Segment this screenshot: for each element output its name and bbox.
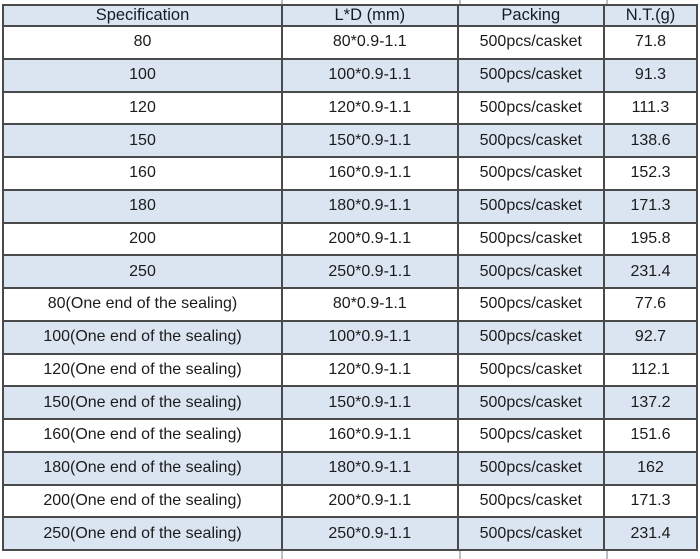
cell-ld: 160*0.9-1.1 (280, 418, 459, 453)
cell-spec: 200 (2, 221, 283, 257)
cell-spec: 100(One end of the sealing) (2, 319, 283, 355)
cell-packing: 500pcs/casket (456, 516, 605, 551)
cell-packing: 500pcs/casket (456, 450, 605, 486)
cell-packing: 500pcs/casket (456, 254, 605, 289)
table-row: 180 180*0.9-1.1 500pcs/casket 171.3 (2, 188, 699, 224)
cell-spec: 150 (2, 123, 283, 158)
cell-packing: 500pcs/casket (456, 57, 605, 93)
spec-table: Specification L*D (mm) Packing N.T.(g) 8… (2, 4, 699, 551)
cell-packing: 500pcs/casket (456, 188, 605, 224)
cell-packing: 500pcs/casket (456, 418, 605, 453)
table-row: 250(One end of the sealing) 250*0.9-1.1 50… (2, 516, 699, 551)
cell-spec: 160 (2, 156, 283, 191)
cell-ld: 80*0.9-1.1 (280, 287, 459, 322)
table-row: 120 120*0.9-1.1 500pcs/casket 111.3 (2, 90, 699, 126)
cropped-gridline-stub (459, 551, 461, 559)
cell-ld: 200*0.9-1.1 (280, 221, 459, 257)
cell-spec: 180 (2, 188, 283, 224)
cell-packing: 500pcs/casket (456, 90, 605, 126)
cell-packing: 500pcs/casket (456, 287, 605, 322)
cell-nt: 71.8 (602, 25, 699, 60)
cell-packing: 500pcs/casket (456, 483, 605, 519)
cell-spec: 100 (2, 57, 283, 93)
cell-packing: 500pcs/casket (456, 319, 605, 355)
cell-nt: 162 (602, 450, 699, 486)
cell-nt: 92.7 (602, 319, 699, 355)
cell-spec: 80 (2, 25, 283, 60)
table-row: 200(One end of the sealing) 200*0.9-1.1 50… (2, 483, 699, 519)
cell-spec: 150(One end of the sealing) (2, 385, 283, 420)
cell-nt: 77.6 (602, 287, 699, 322)
table-row: 150 150*0.9-1.1 500pcs/casket 138.6 (2, 123, 699, 158)
cell-spec: 160(One end of the sealing) (2, 418, 283, 453)
cell-nt: 152.3 (602, 156, 699, 191)
cell-ld: 100*0.9-1.1 (280, 319, 459, 355)
table-row: 160(One end of the sealing) 160*0.9-1.1 50… (2, 418, 699, 453)
col-header-ld-mm: L*D (mm) (280, 4, 459, 27)
cell-spec: 250(One end of the sealing) (2, 516, 283, 551)
cell-spec: 180(One end of the sealing) (2, 450, 283, 486)
cropped-gridline-stub (459, 0, 461, 4)
cell-nt: 111.3 (602, 90, 699, 126)
cell-ld: 200*0.9-1.1 (280, 483, 459, 519)
table-row: 80 80*0.9-1.1 500pcs/casket 71.8 (2, 25, 699, 60)
cell-nt: 231.4 (602, 254, 699, 289)
table-row: 180(One end of the sealing) 180*0.9-1.1 50… (2, 450, 699, 486)
table-row: 150(One end of the sealing) 150*0.9-1.1 50… (2, 385, 699, 420)
cell-ld: 120*0.9-1.1 (280, 352, 459, 388)
cell-ld: 250*0.9-1.1 (280, 254, 459, 289)
cell-nt: 138.6 (602, 123, 699, 158)
cell-packing: 500pcs/casket (456, 352, 605, 388)
cell-ld: 150*0.9-1.1 (280, 385, 459, 420)
cell-ld: 180*0.9-1.1 (280, 450, 459, 486)
cell-ld: 150*0.9-1.1 (280, 123, 459, 158)
table-body: 80 80*0.9-1.1 500pcs/casket 71.8 100 100*0.9-… (2, 25, 699, 551)
table-row: 120(One end of the sealing) 120*0.9-1.1 50… (2, 352, 699, 388)
col-header-nt-g: N.T.(g) (602, 4, 699, 27)
table-row: 100(One end of the sealing) 100*0.9-1.1 50… (2, 319, 699, 355)
cell-spec: 120(One end of the sealing) (2, 352, 283, 388)
cropped-gridline-stub (606, 551, 608, 559)
cell-nt: 171.3 (602, 188, 699, 224)
cell-spec: 250 (2, 254, 283, 289)
cell-packing: 500pcs/casket (456, 123, 605, 158)
col-header-packing: Packing (456, 4, 605, 27)
cropped-gridline-stub (281, 551, 283, 559)
cell-ld: 120*0.9-1.1 (280, 90, 459, 126)
cell-packing: 500pcs/casket (456, 25, 605, 60)
cell-spec: 80(One end of the sealing) (2, 287, 283, 322)
cell-packing: 500pcs/casket (456, 156, 605, 191)
cell-ld: 180*0.9-1.1 (280, 188, 459, 224)
table-row: 80(One end of the sealing) 80*0.9-1.1 500p… (2, 287, 699, 322)
table-row: 250 250*0.9-1.1 500pcs/casket 231.4 (2, 254, 699, 289)
cell-ld: 250*0.9-1.1 (280, 516, 459, 551)
cropped-gridline-stub (281, 0, 283, 4)
cell-nt: 151.6 (602, 418, 699, 453)
cropped-gridline-stub (606, 0, 608, 4)
cell-nt: 195.8 (602, 221, 699, 257)
cell-packing: 500pcs/casket (456, 385, 605, 420)
table-header-row: Specification L*D (mm) Packing N.T.(g) (2, 4, 699, 27)
table-row: 160 160*0.9-1.1 500pcs/casket 152.3 (2, 156, 699, 191)
cell-nt: 112.1 (602, 352, 699, 388)
col-header-specification: Specification (2, 4, 283, 27)
table-row: 200 200*0.9-1.1 500pcs/casket 195.8 (2, 221, 699, 257)
cell-packing: 500pcs/casket (456, 221, 605, 257)
cell-ld: 160*0.9-1.1 (280, 156, 459, 191)
cell-ld: 80*0.9-1.1 (280, 25, 459, 60)
cell-nt: 137.2 (602, 385, 699, 420)
cell-nt: 171.3 (602, 483, 699, 519)
cell-spec: 200(One end of the sealing) (2, 483, 283, 519)
cell-ld: 100*0.9-1.1 (280, 57, 459, 93)
cell-nt: 91.3 (602, 57, 699, 93)
table-row: 100 100*0.9-1.1 500pcs/casket 91.3 (2, 57, 699, 93)
cell-nt: 231.4 (602, 516, 699, 551)
cell-spec: 120 (2, 90, 283, 126)
